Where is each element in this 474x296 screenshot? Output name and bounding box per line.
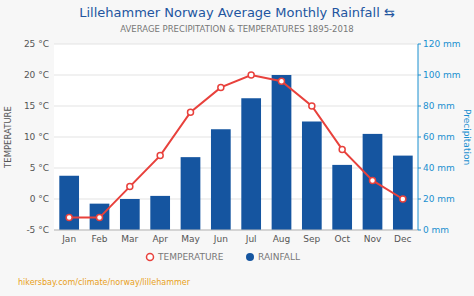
bar bbox=[241, 98, 261, 230]
y-tick-label: 5 °C bbox=[30, 163, 49, 173]
bar bbox=[363, 134, 383, 230]
bar bbox=[211, 129, 231, 230]
x-tick-label: Jun bbox=[213, 234, 228, 244]
x-tick-label: Jan bbox=[61, 234, 76, 244]
bar bbox=[120, 199, 140, 230]
grid-line bbox=[54, 106, 418, 107]
y-tick-label: 25 °C bbox=[24, 39, 49, 49]
bar bbox=[393, 156, 413, 230]
legend-marker bbox=[147, 254, 154, 261]
x-tick-label: Nov bbox=[364, 234, 382, 244]
bar bbox=[59, 176, 79, 230]
subtitle: AVERAGE PRECIPITATION & TEMPERATURES 189… bbox=[120, 24, 354, 34]
x-tick-label: May bbox=[181, 234, 200, 244]
x-tick-label: Aug bbox=[273, 234, 291, 244]
x-tick-label: Mar bbox=[121, 234, 138, 244]
y2-tick-label: 120 mm bbox=[423, 39, 461, 49]
grid-line bbox=[54, 44, 418, 45]
x-tick-label: Dec bbox=[394, 234, 411, 244]
y-tick-label: -5 °C bbox=[26, 225, 49, 235]
x-tick-label: Jul bbox=[245, 234, 257, 244]
legend-label: RAINFALL bbox=[258, 252, 300, 262]
title: Lillehammer Norway Average Monthly Rainf… bbox=[79, 5, 395, 20]
y-tick-label: 20 °C bbox=[24, 70, 49, 80]
line-marker bbox=[188, 109, 194, 115]
x-tick-label: Oct bbox=[334, 234, 350, 244]
line-marker bbox=[248, 72, 254, 78]
y-tick-label: 10 °C bbox=[24, 132, 49, 142]
bar bbox=[272, 75, 292, 230]
line-marker bbox=[370, 177, 376, 183]
line-marker bbox=[309, 103, 315, 109]
y2-axis-label: Precipitation bbox=[462, 109, 472, 165]
x-axis-line bbox=[54, 230, 418, 231]
y2-tick-label: 80 mm bbox=[423, 101, 455, 111]
bar bbox=[150, 196, 170, 230]
y2-axis-line bbox=[418, 44, 419, 230]
line-marker bbox=[279, 78, 285, 84]
y-axis-label: TEMPERATURE bbox=[3, 106, 13, 169]
legend-marker bbox=[246, 253, 254, 261]
line bbox=[69, 75, 403, 218]
grid-line bbox=[54, 75, 418, 76]
line-marker bbox=[339, 146, 345, 152]
grid-line bbox=[54, 230, 418, 231]
y2-tick-label: 60 mm bbox=[423, 132, 455, 142]
line-marker bbox=[218, 84, 224, 90]
line-marker bbox=[127, 184, 133, 190]
x-tick-label: Apr bbox=[152, 234, 168, 244]
line-marker bbox=[400, 196, 406, 202]
y2-tick-label: 20 mm bbox=[423, 194, 455, 204]
line-marker bbox=[157, 153, 163, 159]
line-marker bbox=[66, 215, 72, 221]
footer-annotation: hikersbay.com/climate/norway/lillehammer bbox=[18, 278, 191, 287]
chart: Lillehammer Norway Average Monthly Rainf… bbox=[0, 0, 474, 296]
plot-area bbox=[54, 44, 418, 230]
bar bbox=[332, 165, 352, 230]
x-tick-label: Feb bbox=[92, 234, 108, 244]
legend-label: TEMPERATURE bbox=[157, 252, 224, 262]
y-tick-label: 15 °C bbox=[24, 101, 49, 111]
y2-tick-label: 100 mm bbox=[423, 70, 461, 80]
legend: TEMPERATURE RAINFALL bbox=[147, 252, 300, 262]
x-tick-label: Sep bbox=[303, 234, 320, 244]
chart-container: Lillehammer Norway Average Monthly Rainf… bbox=[0, 0, 474, 296]
bar bbox=[181, 157, 201, 230]
marks bbox=[59, 72, 412, 230]
bar bbox=[302, 122, 322, 231]
y-tick-label: 0 °C bbox=[30, 194, 49, 204]
y2-tick-label: 40 mm bbox=[423, 163, 455, 173]
y2-tick-label: 0 mm bbox=[423, 225, 449, 235]
line-marker bbox=[97, 215, 103, 221]
